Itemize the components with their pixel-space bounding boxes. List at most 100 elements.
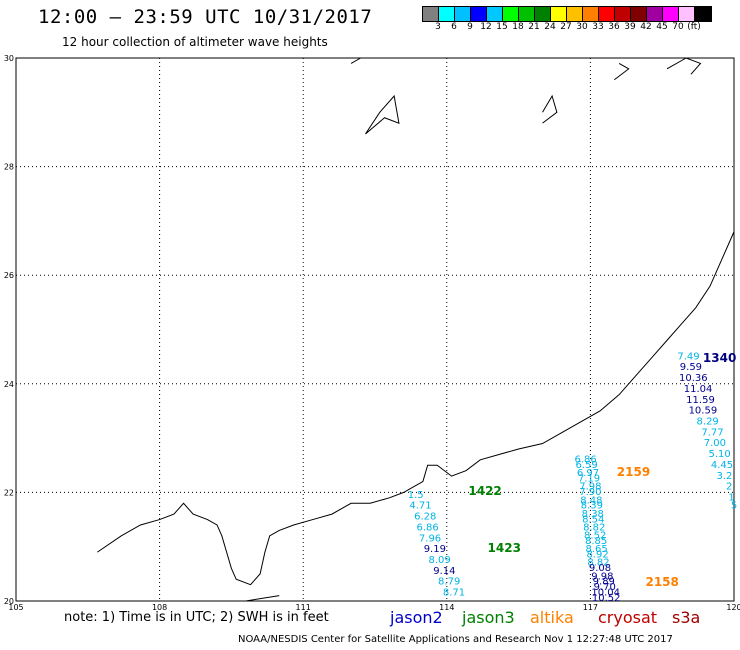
swh-value: 7.98 [579,482,601,493]
colorbar-label: 21 [528,22,540,32]
chart-title: 12:00 – 23:59 UTC 10/31/2017 [38,6,373,28]
lake-outline [350,57,361,64]
lake-outline [542,94,558,124]
hainan-island [245,595,280,602]
colorbar-swatch [599,7,615,21]
swh-value: 8.29 [697,417,719,428]
lake-outline [666,57,702,75]
colorbar [422,6,712,22]
colorbar-swatch [679,7,695,21]
colorbar-swatch [471,7,487,21]
swh-value: 7.96 [419,533,441,544]
legend-cryosat: cryosat [598,608,658,627]
colorbar-swatch [647,7,663,21]
swh-value: 7.19 [578,474,600,485]
y-tick-label: 20 [4,597,14,606]
colorbar-label: 36 [608,22,620,32]
swh-value: 5 [731,501,737,512]
chart-subtitle: 12 hour collection of altimeter wave hei… [62,35,328,49]
colorbar-label: 33 [592,22,604,32]
colorbar-swatch [519,7,535,21]
pass-label: 1423 [488,541,521,555]
plot-frame [15,57,735,602]
x-tick-label: 108 [152,603,167,612]
colorbar-label: 39 [624,22,636,32]
swh-value: 8.39 [581,501,603,512]
y-tick-label: 24 [4,380,14,389]
colorbar-swatch [535,7,551,21]
colorbar-swatch [615,7,631,21]
swh-value: 9.98 [591,571,613,582]
x-tick-label: 105 [8,603,23,612]
swh-value: 7.90 [579,487,601,498]
pass-label: 2159 [617,465,650,479]
swh-value: 7.00 [704,438,726,449]
colorbar-label: 12 [480,22,492,32]
swh-value: 8.82 [583,522,605,533]
swh-value: 4.71 [409,501,431,512]
swh-value: 2 [726,482,732,493]
x-tick-label: 111 [296,603,311,612]
swh-value: 8.48 [580,495,602,506]
swh-value: 8.82 [587,558,609,569]
swh-value: 9.59 [680,362,702,373]
colorbar-swatch [551,7,567,21]
swh-value: 8.79 [438,577,460,588]
swh-value: 8.85 [585,536,607,547]
swh-value: 11.04 [684,384,713,395]
colorbar-swatch [455,7,471,21]
x-tick-label: 114 [439,603,454,612]
colorbar-label: 45 [656,22,668,32]
legend: note: 1) Time is in UTC; 2) SWH is in fe… [0,608,740,630]
legend-jason3: jason3 [462,608,515,627]
swh-value: 10.52 [592,593,621,604]
y-tick-label: 22 [4,488,14,497]
swh-value: 1.5 [408,490,424,501]
x-tick-label: 120 [726,603,740,612]
colorbar-label: 42 [640,22,652,32]
colorbar-swatch [439,7,455,21]
colorbar-label: (ft) [687,22,701,32]
swh-value: 7.49 [677,351,699,362]
swh-value: 8.09 [428,555,450,566]
y-tick-label: 30 [4,54,14,63]
swh-value: 9.70 [594,582,616,593]
swh-value: 8.38 [582,509,604,520]
y-tick-label: 28 [4,163,14,172]
swh-value: 10.36 [679,373,708,384]
colorbar-swatch [503,7,519,21]
colorbar-label: 18 [512,22,524,32]
swh-value: 8.54 [582,514,604,525]
lake-outline [614,62,630,81]
colorbar-swatch [631,7,647,21]
colorbar-swatch [487,7,503,21]
swh-value: 11.59 [686,395,715,406]
swh-value: 10.59 [689,406,718,417]
swh-value: 6.28 [414,512,436,523]
swh-value: 9.08 [589,563,611,574]
swh-value: 5.10 [709,449,731,460]
swh-value: 3.2 [716,471,732,482]
colorbar-swatch [583,7,599,21]
swh-value: 6.97 [577,468,599,479]
colorbar-label: 27 [560,22,572,32]
swh-value: 8.92 [586,550,608,561]
colorbar-label: 6 [451,22,457,32]
x-tick-label: 117 [583,603,598,612]
legend-altika: altika [530,608,574,627]
swh-value: 8.65 [585,544,607,555]
legend-note: note: 1) Time is in UTC; 2) SWH is in fe… [64,610,329,625]
swh-value: 9.19 [424,544,446,555]
colorbar-label: 70 [672,22,684,32]
footer-credit: NOAA/NESDIS Center for Satellite Applica… [238,634,673,645]
colorbar-label: 15 [496,22,508,32]
colorbar-swatch [567,7,583,21]
swh-value: 8.71 [443,588,465,599]
coastline [97,231,735,586]
swh-value: 4.45 [711,460,733,471]
swh-value: 9.14 [433,566,455,577]
colorbar-label: 3 [435,22,441,32]
colorbar-swatch [663,7,679,21]
swh-value: 6.86 [417,522,439,533]
